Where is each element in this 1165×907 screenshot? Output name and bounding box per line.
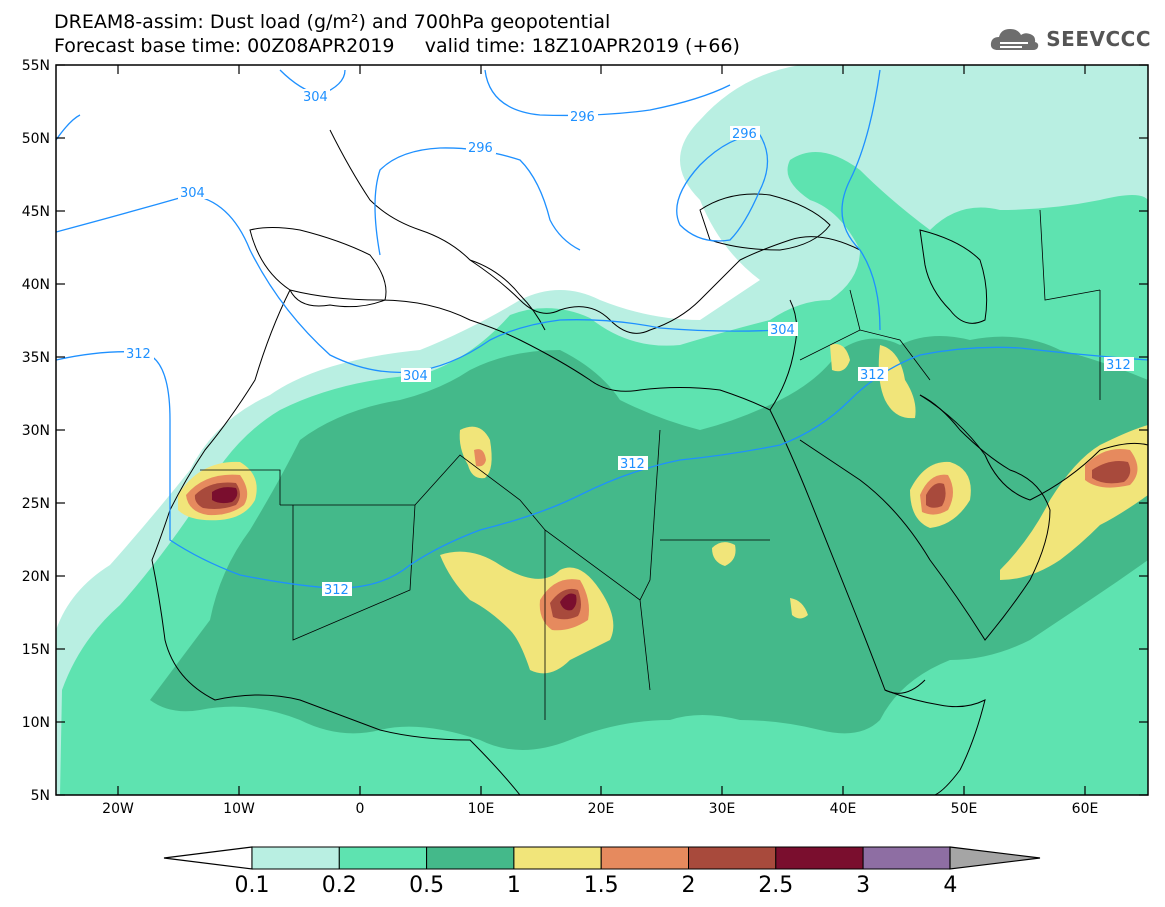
contour-label: 312 <box>324 583 349 598</box>
colorbar-tick-label: 2 <box>682 873 696 898</box>
contour-label: 296 <box>732 127 757 142</box>
lon-label: 20E <box>588 801 615 817</box>
colorbar-tick-label: 0.2 <box>322 873 357 898</box>
contour-labels: 304 296 296 296 304 312 304 304 312 312 … <box>124 89 1134 598</box>
lat-label: 35N <box>22 350 50 366</box>
colorbar-box <box>426 846 515 870</box>
coast-europe <box>329 129 861 334</box>
contour-label: 312 <box>620 457 645 472</box>
lat-label: 20N <box>22 569 50 585</box>
map-title: DREAM8-assim: Dust load (g/m²) and 700hP… <box>54 11 611 33</box>
lon-label: 10E <box>468 801 495 817</box>
dust-band-0.5 <box>150 336 1148 750</box>
colorbar-box <box>513 846 602 870</box>
coast-iberia <box>249 227 387 308</box>
contour-label: 304 <box>770 323 795 338</box>
coast-italy <box>469 259 546 331</box>
lon-label: 20W <box>102 801 134 817</box>
colorbar-box <box>688 846 777 870</box>
lat-label: 25N <box>22 496 50 512</box>
colorbar-tick-label: 1 <box>507 873 521 898</box>
forecast-time-line: Forecast base time: 00Z08APR2019 valid t… <box>54 35 740 57</box>
dust-load-field <box>56 65 1148 795</box>
coastlines <box>151 129 1148 795</box>
lon-label: 0 <box>356 801 365 817</box>
colorbar-tick-label: 4 <box>943 873 957 898</box>
lon-label: 10W <box>223 801 255 817</box>
contour-label: 312 <box>126 347 151 362</box>
contour-label: 304 <box>403 369 428 384</box>
contour-label: 296 <box>570 110 595 125</box>
dust-band-1-sudan <box>712 542 808 619</box>
coast-caspian <box>919 229 988 324</box>
lat-label: 10N <box>22 715 50 731</box>
lat-label: 5N <box>31 788 50 804</box>
cloud-icon <box>991 29 1039 50</box>
colorbar-tick-label: 3 <box>856 873 870 898</box>
lon-label: 60E <box>1072 801 1099 817</box>
colorbar-left-arrow <box>163 846 253 870</box>
lat-label: 40N <box>22 277 50 293</box>
colorbar-right-arrow <box>949 846 1041 870</box>
logo-text: SEEVCCC <box>1046 27 1151 51</box>
lat-label: 15N <box>22 642 50 658</box>
lon-label: 50E <box>951 801 978 817</box>
contour-296-west <box>56 114 81 141</box>
dust-band-2-iran <box>1092 461 1131 484</box>
contour-label: 304 <box>180 186 205 201</box>
colorbar: 0.1 0.2 0.5 1 1.5 2 2.5 3 4 <box>163 846 1041 898</box>
coast-west-africa <box>151 289 521 795</box>
dust-band-2.5-morocco <box>212 487 238 504</box>
map-plot-area <box>56 65 1148 795</box>
lat-label: 55N <box>22 58 50 74</box>
contour-label: 296 <box>468 141 493 156</box>
lon-label: 30E <box>709 801 736 817</box>
border-lines-asia <box>799 209 1101 400</box>
border-lines-africa <box>200 429 770 720</box>
contour-312 <box>56 346 1148 589</box>
lat-label: 45N <box>22 204 50 220</box>
dust-band-1-iraq <box>830 344 916 419</box>
colorbar-box <box>338 846 428 870</box>
dust-band-1.5-algeria <box>474 449 486 467</box>
longitude-axis: 20W 10W 0 10E 20E 30E 40E 50E 60E <box>102 65 1098 817</box>
colorbar-box <box>600 846 690 870</box>
colorbar-tick-labels: 0.1 0.2 0.5 1 1.5 2 2.5 3 4 <box>235 873 958 898</box>
contour-label: 312 <box>1106 358 1131 373</box>
dust-band-2.5-sahara <box>560 593 577 611</box>
colorbar-box <box>862 846 951 870</box>
colorbar-box <box>775 846 864 870</box>
contour-label: 304 <box>303 90 328 105</box>
seevccc-logo: SEEVCCC <box>988 24 1151 54</box>
colorbar-tick-label: 0.5 <box>409 873 444 898</box>
latitude-axis: 55N 50N 45N 40N 35N 30N 25N 20N 15N 10N 5N <box>22 58 1148 804</box>
lat-label: 50N <box>22 131 50 147</box>
contour-304-east <box>841 69 881 331</box>
dust-band-2-arabia <box>926 483 946 508</box>
colorbar-tick-label: 1.5 <box>584 873 619 898</box>
colorbar-tick-label: 0.1 <box>235 873 270 898</box>
lon-label: 40E <box>830 801 857 817</box>
colorbar-tick-label: 2.5 <box>758 873 793 898</box>
colorbar-box <box>251 846 340 870</box>
coast-horn-africa <box>884 689 986 795</box>
coast-north-africa <box>289 289 771 411</box>
lat-label: 30N <box>22 423 50 439</box>
coast-black-sea <box>699 193 831 251</box>
contour-label: 312 <box>860 368 885 383</box>
colorbar-boxes <box>251 846 951 870</box>
coast-persian-gulf <box>919 394 1148 501</box>
